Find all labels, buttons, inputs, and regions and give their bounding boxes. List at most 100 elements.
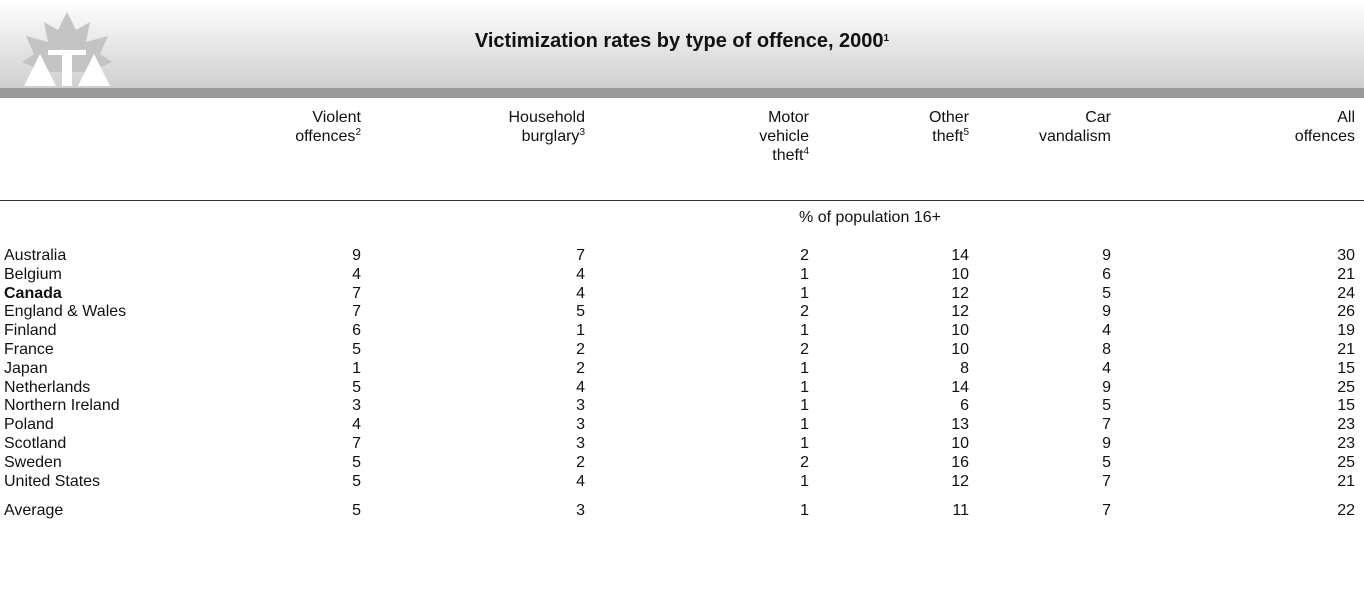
cell: 4	[352, 416, 361, 434]
cell: 1	[800, 435, 809, 452]
cell: 9	[1102, 247, 1111, 264]
column-header-line: Motor	[759, 108, 809, 127]
column-header-line: Car	[1039, 108, 1111, 127]
cell: 7	[352, 303, 361, 321]
cell: 23	[1337, 435, 1355, 452]
cell: 26	[1337, 303, 1355, 321]
cell: 5	[352, 341, 361, 358]
cell: 5	[576, 303, 585, 321]
cell: 5	[352, 502, 361, 519]
cell: 7	[1102, 502, 1111, 519]
cell: 1	[800, 472, 809, 490]
column-header-text: All	[1337, 109, 1355, 126]
cell: 5	[1102, 397, 1111, 415]
logo	[22, 12, 112, 86]
cell: 9	[1102, 378, 1111, 396]
cell: 16	[951, 453, 969, 471]
cell: 1	[800, 397, 809, 415]
header-bar	[0, 88, 1364, 98]
column-header-line: vandalism	[1039, 127, 1111, 146]
column-header-text: Household	[508, 109, 586, 126]
cell: 4	[1102, 322, 1111, 340]
cell: 5	[1102, 284, 1111, 302]
cell: 25	[1337, 453, 1355, 471]
cell: 1	[800, 284, 809, 302]
title-note: 1	[883, 33, 890, 44]
row-label: United States	[4, 472, 101, 490]
cell: 25	[1337, 378, 1355, 396]
cell: 1	[800, 359, 809, 377]
cell: 7	[352, 435, 361, 452]
cell: 12	[951, 472, 969, 490]
cell: 21	[1337, 472, 1355, 490]
cell: 4	[576, 284, 585, 302]
row-label: Average	[4, 502, 64, 519]
cell: 30	[1337, 247, 1355, 264]
cell: 4	[576, 378, 585, 396]
row-label: Northern Ireland	[4, 397, 120, 415]
cell: 21	[1337, 265, 1355, 283]
column-header-line: vehicle	[759, 127, 809, 146]
row-label: Belgium	[4, 265, 62, 283]
cell: 10	[951, 265, 969, 283]
cell: 13	[951, 416, 969, 434]
cell: 2	[800, 453, 809, 471]
row-label: Poland	[4, 416, 54, 434]
column-note: 4	[803, 146, 809, 157]
cell: 9	[352, 247, 361, 264]
cell: 2	[800, 303, 809, 321]
column-header-line: Violent	[295, 108, 361, 127]
cell: 2	[576, 341, 585, 358]
title-text: Victimization rates by type of offence, …	[474, 30, 884, 52]
column-header: Other theft5	[929, 108, 969, 146]
cell: 15	[1337, 397, 1355, 415]
column-header-text: theft	[772, 147, 804, 164]
column-note: 3	[579, 127, 585, 138]
row-label: Netherlands	[4, 378, 91, 396]
cell: 9	[1102, 303, 1111, 321]
cell: 1	[800, 265, 809, 283]
row-label: Sweden	[4, 453, 62, 471]
column-header-text: Violent	[312, 109, 361, 126]
cell: 15	[1337, 359, 1355, 377]
cell: 1	[352, 359, 361, 377]
column-header: Motor vehicle theft4	[759, 108, 809, 165]
row-label: Canada	[4, 284, 62, 302]
cell: 14	[951, 247, 969, 264]
column-header-text: burglary	[521, 128, 580, 145]
column-header-text: vehicle	[759, 128, 809, 145]
cell: 3	[576, 502, 585, 519]
cell: 6	[1102, 265, 1111, 283]
cell: 2	[800, 341, 809, 358]
row-label: Australia	[4, 247, 67, 264]
cell: 2	[576, 453, 585, 471]
column-header-line: Household	[509, 108, 586, 127]
cell: 24	[1337, 284, 1355, 302]
cell: 2	[800, 247, 809, 264]
column-note: 5	[963, 127, 969, 138]
cell: 4	[1102, 359, 1111, 377]
row-label: Scotland	[4, 435, 67, 452]
unit-label: % of population 16+	[799, 209, 941, 226]
column-header: Violent offences2	[295, 108, 361, 146]
column-note: 2	[355, 127, 361, 138]
column-header-line: burglary3	[509, 127, 585, 146]
row-label: France	[4, 341, 54, 358]
cell: 2	[576, 359, 585, 377]
cell: 7	[576, 247, 585, 264]
column-header-line: All	[1295, 108, 1355, 127]
cell: 10	[951, 322, 969, 340]
cell: 10	[951, 341, 969, 358]
cell: 19	[1337, 322, 1355, 340]
cell: 4	[576, 265, 585, 283]
column-header-line: offences2	[295, 127, 361, 146]
cell: 5	[352, 472, 361, 490]
cell: 1	[800, 378, 809, 396]
cell: 7	[1102, 416, 1111, 434]
cell: 3	[576, 397, 585, 415]
cell: 5	[1102, 453, 1111, 471]
cell: 23	[1337, 416, 1355, 434]
row-label: England & Wales	[4, 303, 127, 321]
header-band	[0, 0, 1364, 88]
